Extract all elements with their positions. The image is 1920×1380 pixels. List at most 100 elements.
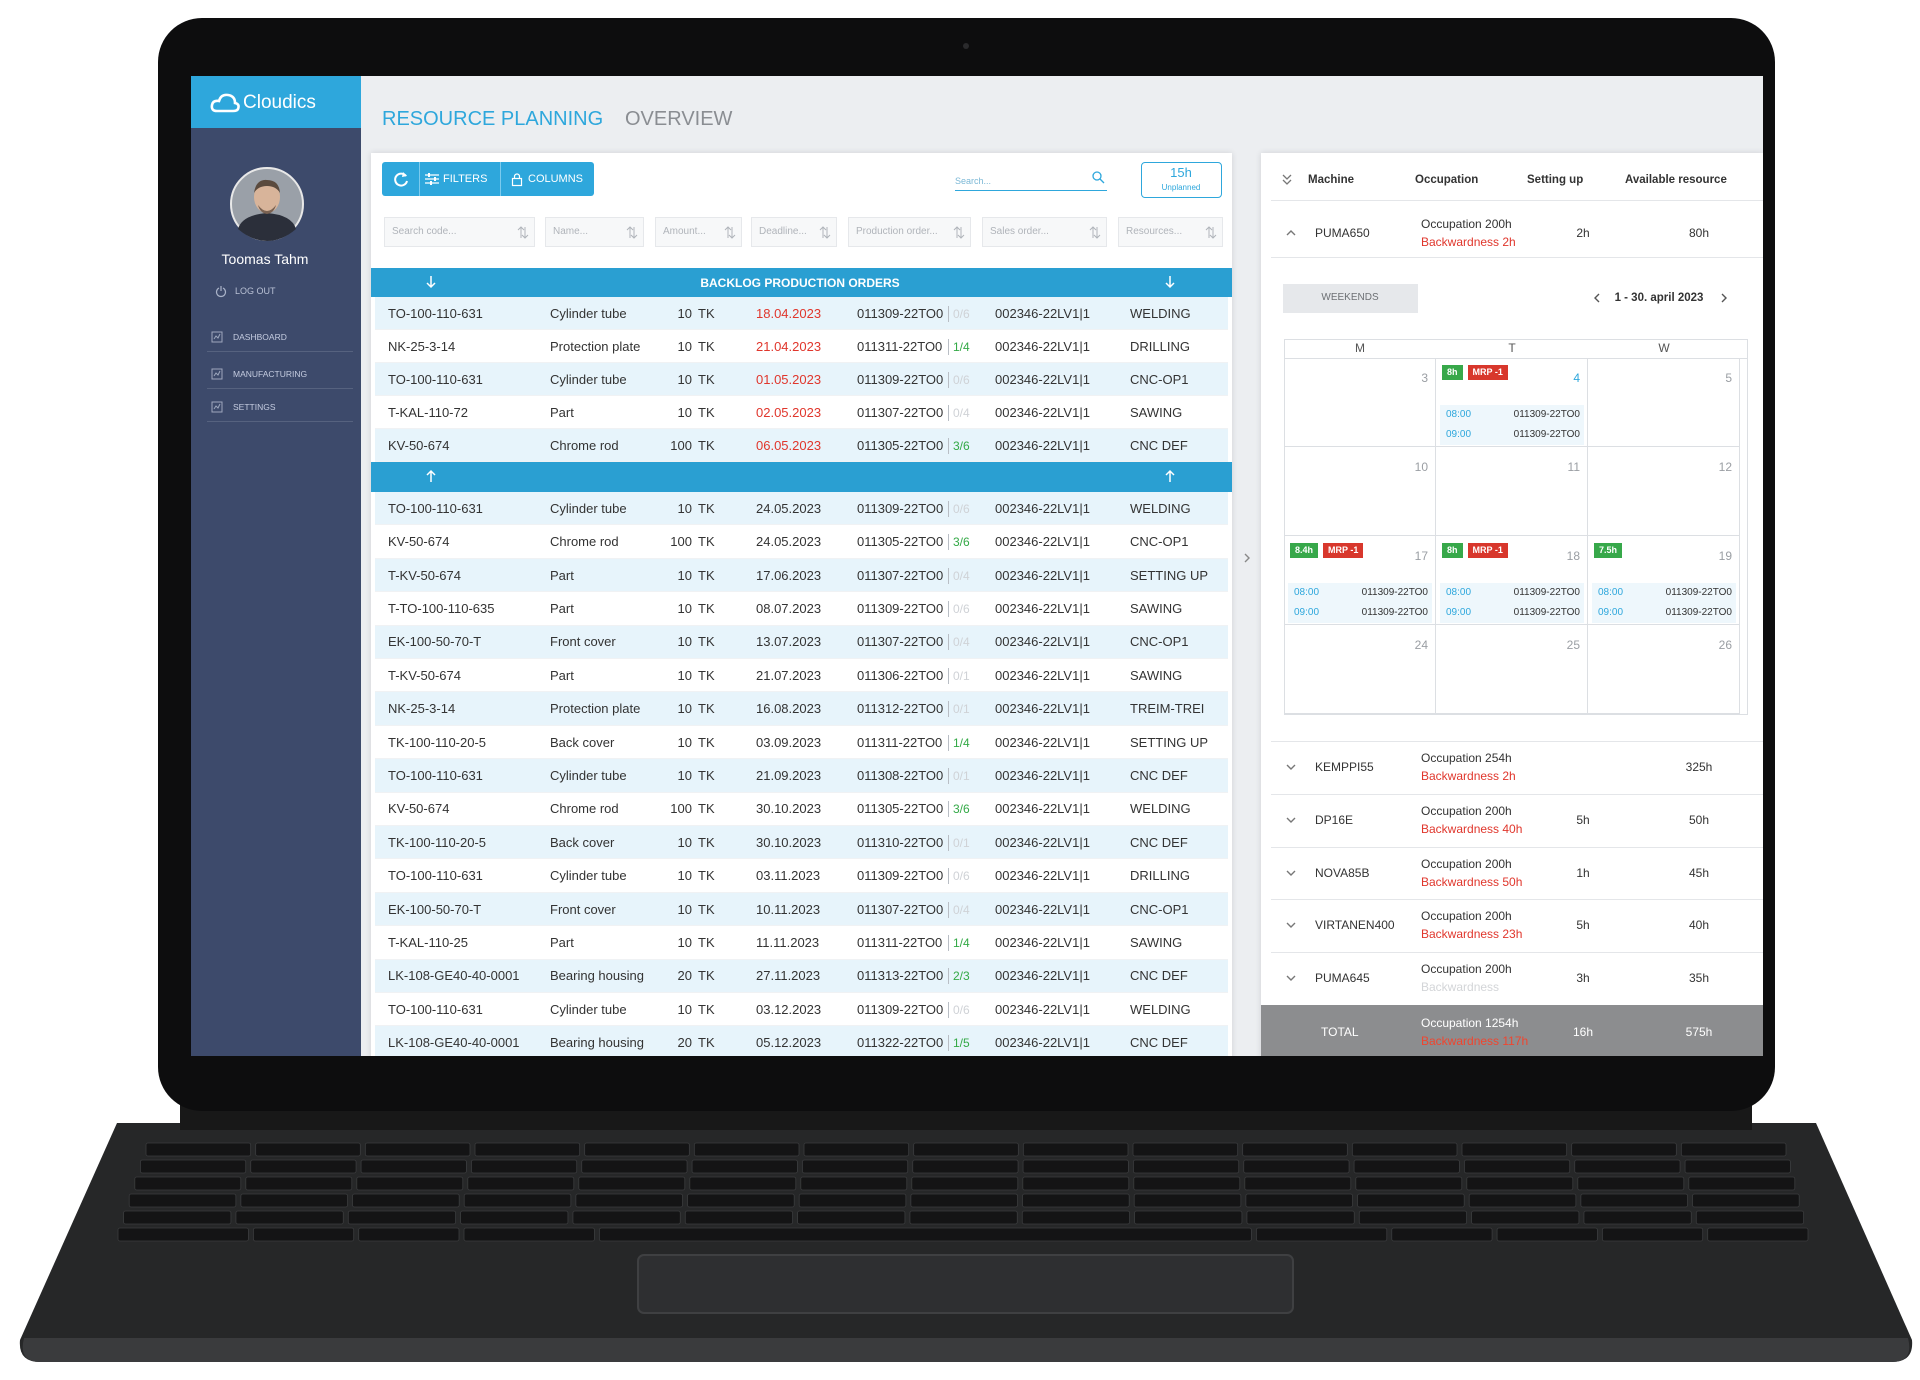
key — [1022, 1193, 1130, 1208]
calendar-day[interactable] — [1588, 625, 1740, 714]
table-row[interactable] — [375, 492, 1228, 526]
table-row[interactable] — [375, 330, 1228, 363]
cell-separator — [948, 701, 949, 718]
order-resource: WELDING — [1130, 500, 1191, 516]
filter-input[interactable] — [384, 217, 535, 247]
filter-input[interactable] — [545, 217, 644, 247]
key — [123, 1210, 232, 1225]
order-name: Part — [550, 667, 574, 683]
production-order: 011307-22TO0 — [857, 901, 944, 917]
machine-name[interactable]: NOVA85B — [1315, 865, 1370, 880]
row-separator — [1271, 793, 1763, 795]
key — [470, 1159, 578, 1174]
order-resource: CNC-OP1 — [1130, 534, 1189, 550]
production-order: 011309-22TO0 — [857, 868, 944, 884]
order-progress: 1/5 — [953, 1036, 970, 1051]
key — [1692, 1193, 1800, 1208]
table-row[interactable] — [375, 297, 1228, 330]
table-row[interactable] — [375, 725, 1228, 760]
menu-item[interactable]: MANUFACTURING — [233, 369, 308, 379]
production-order: 011305-22TO0 — [857, 534, 944, 550]
cell-separator — [948, 734, 949, 751]
table-row[interactable] — [375, 759, 1228, 793]
table-row[interactable] — [375, 692, 1228, 726]
key — [1571, 1142, 1677, 1157]
table-row[interactable] — [375, 892, 1228, 927]
filter-input[interactable] — [1118, 217, 1223, 247]
menu-icon-part — [211, 331, 223, 343]
calendar-day[interactable] — [1588, 358, 1740, 447]
sales-order: 002346-22LV1|1 — [995, 834, 1090, 850]
order-progress: 1/4 — [953, 339, 970, 354]
calendar-day[interactable] — [1436, 536, 1588, 625]
calendar-day[interactable] — [1588, 536, 1740, 625]
table-row[interactable] — [375, 826, 1228, 860]
machine-name[interactable]: VIRTANEN400 — [1315, 918, 1395, 933]
menu-item[interactable]: SETTINGS — [233, 402, 276, 412]
table-row[interactable] — [375, 396, 1228, 429]
machine-name[interactable]: PUMA650 — [1315, 226, 1370, 240]
table-row[interactable] — [375, 363, 1228, 396]
entry-time: 09:00 — [1446, 607, 1472, 618]
key — [463, 1193, 572, 1208]
unplanned-box[interactable] — [1141, 162, 1222, 198]
table-row[interactable] — [375, 659, 1228, 693]
calendar-day[interactable] — [1284, 447, 1436, 536]
table-row[interactable] — [375, 926, 1228, 960]
machine-name[interactable]: KEMPPI55 — [1315, 760, 1374, 774]
tab-active[interactable]: RESOURCE PLANNING — [382, 108, 604, 130]
machine-name[interactable]: DP16E — [1315, 812, 1354, 827]
order-unit: TK — [698, 734, 715, 750]
sort-icon-part — [724, 225, 736, 239]
table-row[interactable] — [375, 1026, 1228, 1056]
table-row[interactable] — [375, 792, 1228, 826]
weekends-button[interactable] — [1283, 284, 1418, 313]
key — [1022, 1176, 1130, 1191]
panel-toggle — [1244, 553, 1250, 563]
calendar-day[interactable] — [1436, 358, 1588, 447]
key — [797, 1210, 906, 1225]
arrow-down-part — [1165, 276, 1175, 289]
key — [800, 1176, 908, 1191]
order-progress: 1/4 — [953, 935, 970, 950]
day-number: 3 — [1421, 371, 1428, 385]
calendar-day[interactable] — [1436, 447, 1588, 536]
order-amount: 100 — [670, 437, 692, 453]
sort-icon — [517, 225, 529, 239]
filter-input[interactable] — [848, 217, 971, 247]
calendar-day[interactable] — [1284, 536, 1436, 625]
badge: 8.4h — [1290, 543, 1319, 558]
table-row[interactable] — [375, 525, 1228, 559]
order-deadline: 21.07.2023 — [756, 667, 822, 683]
backwardness: Backwardness 50h — [1421, 874, 1523, 889]
keyboard-base — [19, 1123, 1913, 1362]
badge: 8h — [1442, 365, 1463, 380]
next-month — [1721, 293, 1727, 303]
tab[interactable]: OVERVIEW — [625, 108, 733, 130]
table-row[interactable] — [375, 558, 1228, 593]
filters-icon-part — [430, 181, 432, 185]
entry-time: 09:00 — [1294, 607, 1320, 618]
table-row[interactable] — [375, 959, 1228, 993]
backwardness: Backwardness 2h — [1421, 235, 1516, 249]
table-row[interactable] — [375, 429, 1228, 462]
calendar-day[interactable] — [1588, 447, 1740, 536]
filter-input[interactable] — [982, 217, 1107, 247]
entry-order: 011309-22TO0 — [1665, 587, 1732, 598]
order-name: Front cover — [550, 901, 616, 917]
order-deadline: 01.05.2023 — [756, 371, 822, 387]
menu-item[interactable]: DASHBOARD — [233, 332, 287, 342]
machine-name[interactable]: PUMA645 — [1315, 971, 1370, 986]
cell-separator — [948, 567, 949, 584]
table-row[interactable] — [375, 993, 1228, 1027]
table-row[interactable] — [375, 625, 1228, 659]
key — [584, 1142, 690, 1157]
table-row[interactable] — [375, 859, 1228, 893]
calendar-day[interactable] — [1284, 625, 1436, 714]
calendar-day[interactable] — [1436, 625, 1588, 714]
logout-link[interactable]: LOG OUT — [235, 286, 276, 296]
order-deadline: 17.06.2023 — [756, 567, 822, 583]
menu-separator — [207, 421, 353, 422]
calendar-day[interactable] — [1284, 358, 1436, 447]
table-row[interactable] — [375, 592, 1228, 626]
